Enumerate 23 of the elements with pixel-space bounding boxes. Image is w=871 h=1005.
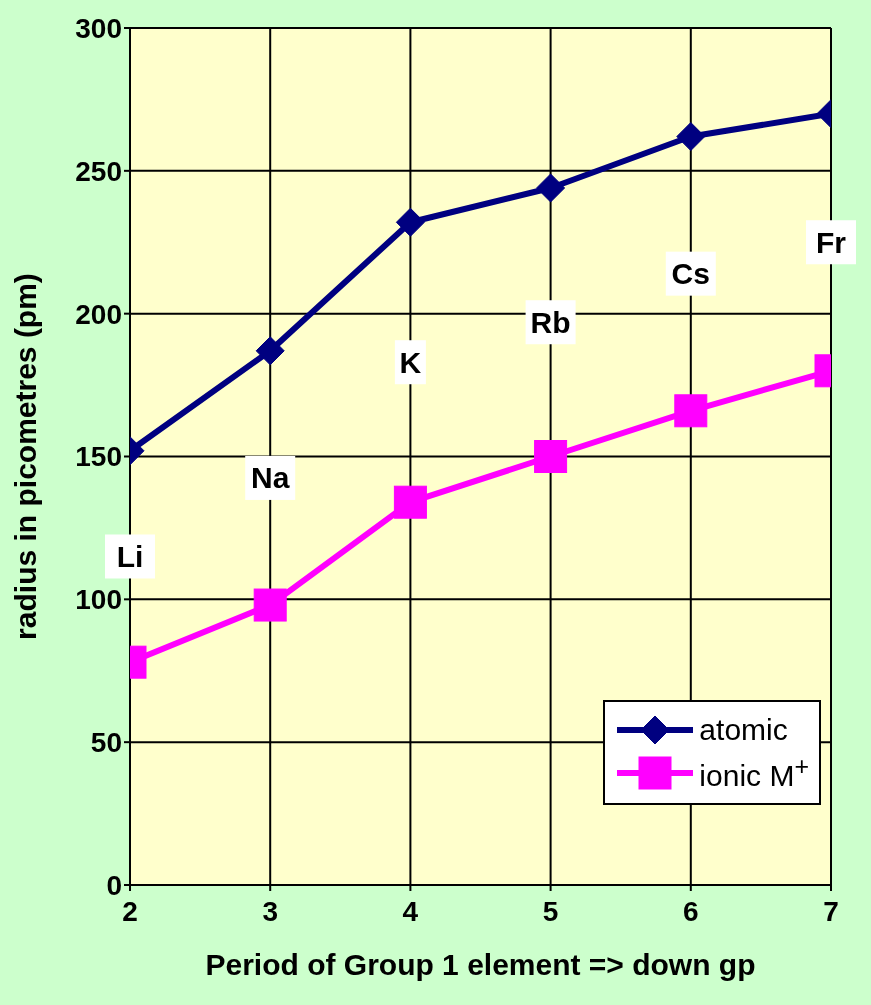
x-tick-label: 6: [683, 895, 699, 927]
annotation: Rb: [530, 305, 571, 339]
annotation: Na: [251, 461, 290, 495]
x-axis-title: Period of Group 1 element => down gp: [205, 948, 756, 981]
y-tick-label: 300: [75, 12, 122, 44]
annotation: K: [399, 345, 422, 379]
y-tick-label: 0: [106, 869, 122, 901]
y-tick-label: 50: [90, 727, 122, 759]
x-tick-label: 2: [122, 895, 138, 927]
annotation: Li: [116, 539, 144, 573]
x-tick-label: 5: [542, 895, 559, 927]
y-tick-label: 150: [75, 441, 122, 473]
y-tick-label: 100: [75, 584, 122, 616]
annotation: Cs: [671, 257, 710, 291]
x-tick-label: 3: [262, 895, 278, 927]
legend-label: atomic: [699, 713, 788, 747]
y-tick-label: 250: [75, 155, 122, 187]
x-tick-label: 4: [402, 895, 419, 927]
annotation: Fr: [816, 225, 847, 259]
legend-label: ionic M$^{+}$: [699, 752, 809, 793]
y-tick-label: 200: [75, 298, 122, 330]
x-tick-label: 7: [823, 895, 839, 927]
y-axis-title: radius in picometres (pm): [8, 273, 42, 640]
